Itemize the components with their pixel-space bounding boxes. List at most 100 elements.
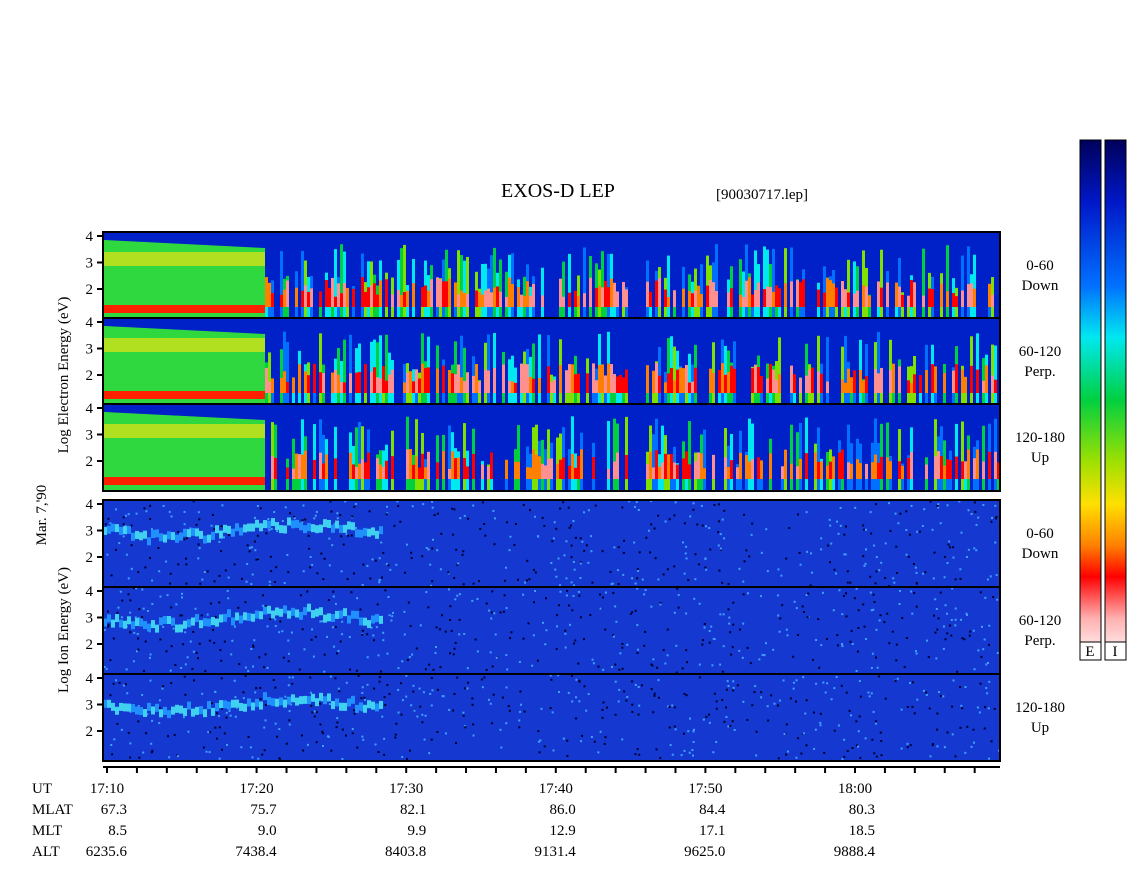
spectrogram-cell — [319, 452, 322, 479]
spectrogram-cell — [772, 369, 775, 393]
spectrogram-cell — [124, 241, 127, 319]
row-value: 6235.6 — [86, 844, 128, 860]
spectrogram-cell — [421, 721, 424, 724]
spectrogram-cell — [244, 477, 247, 485]
spectrogram-cell — [964, 461, 967, 479]
spectrogram-cell — [912, 681, 915, 684]
spectrogram-cell — [127, 616, 131, 625]
spectrogram-cell — [247, 477, 250, 485]
spectrogram-cell — [282, 656, 285, 659]
spectrogram-cell — [265, 605, 268, 608]
spectrogram-cell — [571, 609, 574, 612]
spectrogram-cell — [157, 546, 160, 549]
spectrogram-cell — [142, 241, 145, 319]
spectrogram-cell — [211, 391, 214, 399]
spectrogram-cell — [383, 696, 386, 699]
spectrogram-cell — [149, 653, 152, 656]
spectrogram-cell — [184, 330, 187, 405]
spectrogram-cell — [798, 551, 801, 554]
spectrogram-cell — [891, 630, 894, 633]
spectrogram-cell — [952, 556, 955, 559]
spectrogram-cell — [124, 514, 127, 517]
spectrogram-cell — [351, 522, 355, 531]
spectrogram-cell — [208, 639, 211, 642]
spectrogram-cell — [274, 618, 277, 621]
spectrogram-cell — [195, 706, 199, 715]
spectrogram-cell — [136, 424, 139, 438]
spectrogram-cell — [871, 738, 874, 741]
spectrogram-cell — [984, 706, 987, 709]
spectrogram-cell — [300, 734, 303, 737]
spectrogram-cell — [505, 271, 508, 319]
spectrogram-cell — [901, 465, 904, 479]
spectrogram-cell — [315, 698, 319, 707]
spectrogram-cell — [567, 506, 570, 509]
spectrogram-cell — [103, 477, 106, 485]
spectrogram-cell — [136, 305, 139, 313]
spectrogram-cell — [274, 457, 277, 479]
spectrogram-cell — [566, 739, 569, 742]
spectrogram-cell — [520, 703, 523, 706]
spectrogram-cell — [252, 645, 255, 648]
spectrogram-cell — [711, 664, 714, 667]
spectrogram-cell — [263, 520, 267, 529]
spectrogram-cell — [931, 528, 934, 531]
spectrogram-cell — [154, 477, 157, 485]
spectrogram-cell — [214, 691, 217, 694]
spectrogram-cell — [206, 570, 209, 573]
spectrogram-cell — [742, 622, 745, 625]
spectrogram-cell — [793, 600, 796, 603]
spectrogram-cell — [471, 697, 474, 700]
spectrogram-cell — [614, 605, 617, 608]
spectrogram-cell — [319, 524, 323, 533]
spectrogram-cell — [743, 513, 746, 516]
spectrogram-cell — [199, 305, 202, 313]
spectrogram-cell — [551, 711, 554, 714]
spectrogram-cell — [721, 363, 724, 393]
spectrogram-cell — [263, 666, 266, 669]
spectrogram-cell — [427, 367, 430, 393]
spectrogram-cell — [698, 602, 701, 605]
spectrogram-cell — [178, 477, 181, 485]
spectrogram-cell — [238, 391, 241, 399]
spectrogram-cell — [721, 670, 724, 673]
spectrogram-cell — [795, 607, 798, 610]
spectrogram-cell — [547, 458, 550, 479]
spectrogram-cell — [455, 548, 458, 551]
spectrogram-cell — [862, 555, 865, 558]
spectrogram-cell — [879, 731, 882, 734]
spectrogram-cell — [130, 391, 133, 399]
spectrogram-cell — [137, 571, 140, 574]
spectrogram-cell — [712, 282, 715, 307]
spectrogram-cell — [142, 477, 145, 485]
spectrogram-cell — [857, 627, 860, 630]
spectrogram-cell — [355, 704, 359, 713]
spectrogram-cell — [952, 546, 955, 549]
row-name: ALT — [32, 844, 60, 860]
spectrogram-cell — [429, 563, 432, 566]
spectrogram-cell — [440, 614, 443, 617]
spectrogram-cell — [493, 287, 496, 307]
spectrogram-cell — [505, 686, 508, 689]
spectrogram-cell — [438, 628, 441, 631]
spectrogram-cell — [340, 293, 343, 307]
spectrogram-cell — [211, 331, 214, 405]
spectrogram-cell — [310, 704, 313, 707]
spectrogram-cell — [166, 243, 169, 319]
spectrogram-cell — [169, 424, 172, 438]
spectrogram-cell — [814, 452, 817, 479]
spectrogram-cell — [933, 614, 936, 617]
spectrogram-cell — [135, 530, 139, 539]
spectrogram-cell — [239, 527, 243, 536]
spectrogram-cell — [819, 724, 822, 727]
spectrogram-cell — [991, 294, 994, 307]
spectrogram-cell — [889, 529, 892, 532]
spectrogram-cell — [421, 713, 424, 716]
spectrogram-cell — [166, 594, 169, 597]
spectrogram-cell — [855, 720, 858, 723]
spectrogram-cell — [167, 710, 171, 719]
spectrogram-cell — [169, 252, 172, 266]
spectrogram-cell — [463, 381, 466, 393]
spectrogram-cell — [339, 514, 342, 517]
spectrogram-cell — [409, 625, 412, 628]
